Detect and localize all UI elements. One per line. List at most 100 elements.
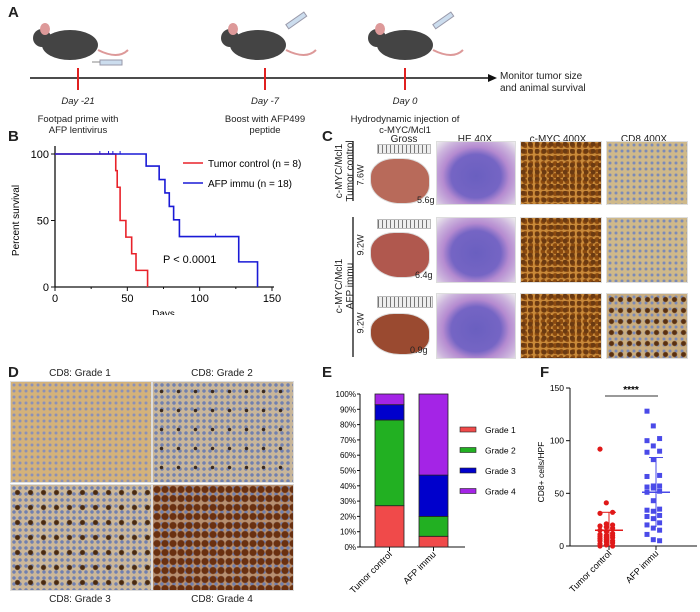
group-line: c-MYC/Mcl1 (334, 258, 345, 314)
row-time: 9.2W (355, 234, 366, 256)
significance-annotation: **** (623, 385, 639, 396)
cd8-grade1-image (10, 381, 152, 483)
y-tick-label: 100 (550, 436, 564, 446)
y-tick-label: 50 (37, 216, 49, 228)
he-image (436, 141, 516, 205)
syringe-icon (285, 11, 308, 30)
panel-a-label: A (8, 4, 19, 21)
legend-label: Grade 4 (485, 487, 516, 497)
image-caption: CD8: Grade 1 (49, 368, 111, 379)
p-value-annotation: P < 0.0001 (163, 254, 216, 266)
liver-weight: 6.4g (415, 270, 433, 280)
data-point (650, 516, 656, 522)
panel-b-label: B (8, 128, 19, 145)
data-point (650, 537, 656, 543)
column-header: c-MYC 400X (529, 134, 587, 145)
mouse-icon (368, 23, 464, 60)
ruler (377, 144, 431, 154)
cd8-image (606, 293, 688, 359)
syringe-icon (432, 11, 455, 30)
data-point (657, 506, 663, 512)
data-point (597, 446, 603, 452)
row-time: 7.6W (355, 164, 366, 186)
x-tick-label: Tumor control (567, 548, 613, 594)
bar-segment (418, 393, 449, 476)
bar-segment (374, 404, 405, 421)
gross-liver-image (370, 232, 430, 278)
panel-d-label: D (8, 364, 19, 381)
bar-segment (418, 535, 449, 548)
data-point (597, 543, 603, 549)
legend-swatch (459, 447, 477, 453)
group-line: Tumor control (345, 140, 356, 202)
data-point (657, 520, 663, 526)
column-header: HE 40X (457, 134, 493, 145)
cd8-grade4-image (152, 484, 294, 591)
y-tick-label: 70% (340, 436, 356, 445)
data-point (597, 510, 603, 516)
data-point (657, 448, 663, 454)
cd8-image (606, 217, 688, 283)
column-header: CD8 400X (620, 134, 668, 145)
x-axis-label: Days (152, 309, 175, 315)
y-tick-label: 50% (340, 467, 356, 476)
event-day: Day -21 (61, 96, 95, 107)
data-point (603, 500, 609, 506)
cd8-grade2-image (152, 381, 294, 483)
y-tick-label: 40% (340, 482, 356, 491)
y-tick-label: 10% (340, 528, 356, 537)
event-desc: Hydrodynamic injection of (350, 114, 460, 125)
cmyc-image (520, 141, 602, 205)
y-tick-label: 100 (31, 149, 49, 161)
bar-segment (418, 474, 449, 517)
he-image (436, 293, 516, 359)
timeline-arrow-icon (488, 74, 497, 82)
end-text-1: Monitor tumor size (500, 71, 583, 82)
gross-liver-image (370, 158, 430, 204)
y-tick-label: 60% (340, 451, 356, 460)
x-tick-label: 150 (263, 293, 281, 305)
gross-liver-image (370, 313, 430, 355)
cmyc-image (520, 217, 602, 283)
x-tick-label: 50 (121, 293, 133, 305)
x-tick-label: 100 (190, 293, 208, 305)
y-axis-label: CD8+ cells/HPF (536, 442, 546, 503)
scatter-chart: 0 50 100 150 CD8+ cells/HPF **** Tumor control… (536, 383, 697, 594)
legend-label: Tumor control (n = 8) (208, 159, 301, 170)
event-day: Day -7 (251, 96, 279, 107)
data-point (610, 525, 616, 531)
y-tick-label: 30% (340, 497, 356, 506)
y-tick-label: 0 (43, 282, 49, 294)
ruler (377, 219, 431, 229)
x-tick-label: 0 (52, 293, 58, 305)
y-tick-label: 50 (555, 488, 565, 498)
legend-label: Grade 2 (485, 446, 516, 456)
data-point (657, 527, 663, 533)
data-point (650, 423, 656, 429)
y-tick-label: 0 (559, 541, 564, 551)
event-desc: c-MYC/Mcl1 (379, 125, 431, 136)
timeline (30, 11, 497, 90)
data-point (657, 538, 663, 544)
data-point (650, 443, 656, 449)
data-point (650, 498, 656, 504)
x-tick-label: AFP immu (401, 549, 438, 586)
survival-curve (55, 153, 149, 287)
x-tick-label: Tumor control (348, 549, 394, 595)
legend-swatch (459, 426, 477, 433)
x-tick-label: AFP immu (624, 548, 661, 585)
data-point (603, 542, 609, 548)
data-point (644, 484, 650, 490)
group-label: c-MYC/Mcl1 Tumor control (334, 116, 356, 226)
cd8-image (606, 141, 688, 205)
bar-segment (374, 419, 405, 507)
data-point (657, 488, 663, 494)
liver-weight: 0.9g (410, 345, 428, 355)
bar-segment (374, 393, 405, 406)
mouse-icon (33, 23, 129, 60)
cd8-grade3-image (10, 484, 152, 591)
data-point (597, 523, 603, 529)
y-axis-label: Percent survival (11, 185, 22, 256)
data-point (644, 522, 650, 528)
